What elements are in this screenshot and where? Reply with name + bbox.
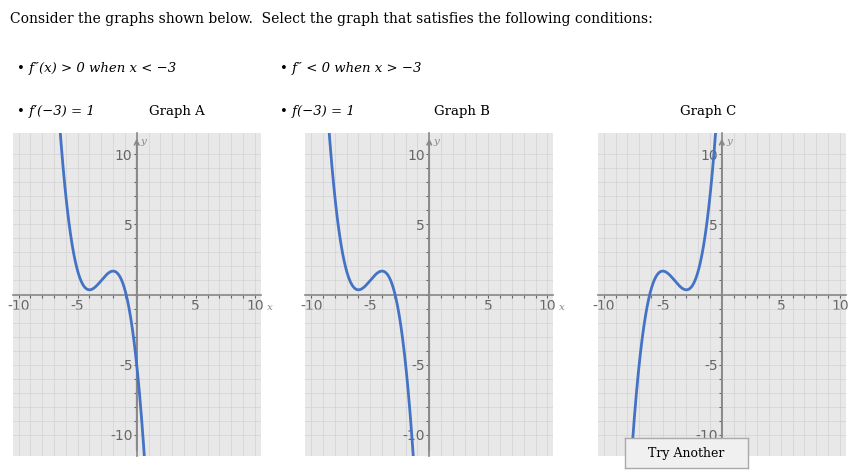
Text: x: x <box>267 303 273 312</box>
Text: • f″ < 0 when x > −3: • f″ < 0 when x > −3 <box>280 62 422 75</box>
Text: • f″(x) > 0 when x < −3: • f″(x) > 0 when x < −3 <box>17 62 176 75</box>
Text: • f(−3) = 1: • f(−3) = 1 <box>280 104 355 117</box>
Text: Graph A: Graph A <box>149 104 205 117</box>
Text: y: y <box>726 137 732 146</box>
Text: Try Another: Try Another <box>649 446 724 460</box>
Text: Graph C: Graph C <box>680 104 736 117</box>
Text: y: y <box>434 137 439 146</box>
Text: x: x <box>559 303 565 312</box>
Text: Consider the graphs shown below.  Select the graph that satisfies the following : Consider the graphs shown below. Select … <box>10 12 653 26</box>
Text: • f′(−3) = 1: • f′(−3) = 1 <box>17 104 94 117</box>
Text: Graph B: Graph B <box>434 104 490 117</box>
Text: y: y <box>141 137 147 146</box>
